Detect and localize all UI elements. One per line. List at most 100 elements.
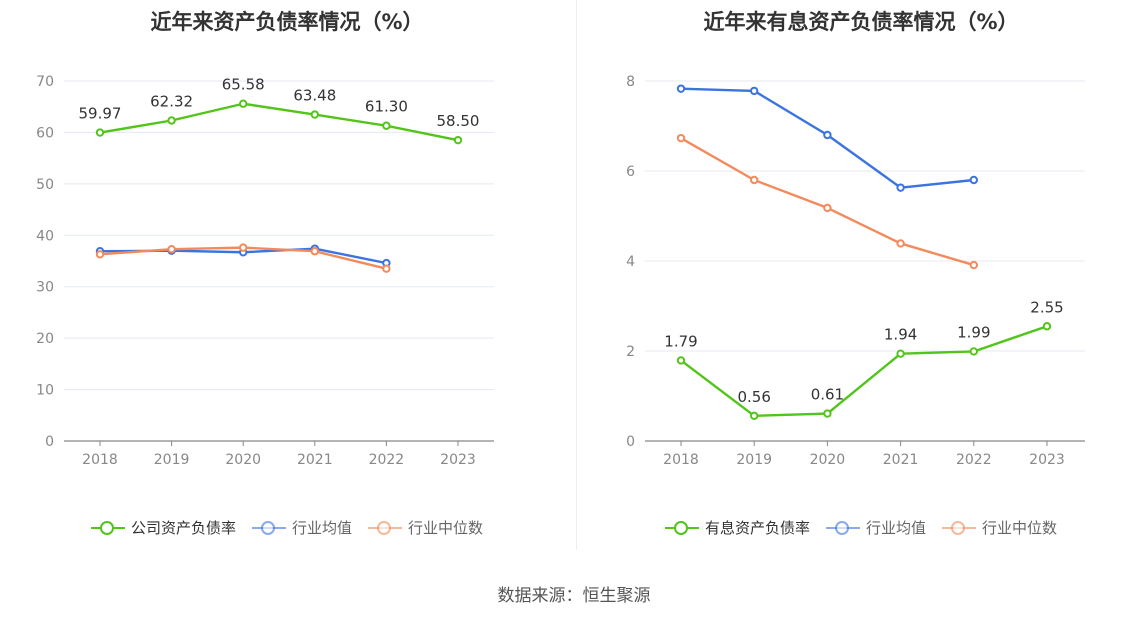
- data-point: [676, 133, 686, 143]
- data-point: [167, 116, 176, 125]
- data-label: 63.48: [293, 87, 336, 105]
- data-label: 58.50: [437, 112, 480, 130]
- data-point: [95, 250, 105, 259]
- x-tick-label: 2023: [440, 452, 476, 468]
- series-line: [99, 102, 459, 142]
- line-chart-interest-bearing-liability: 0 2 4 6 8 2018 2019 2020 2021 2022 2023 1.79 0.56 0.6…: [626, 74, 1085, 468]
- x-tick-label: 2018: [82, 452, 118, 468]
- y-tick-label: 0: [626, 434, 635, 450]
- data-label: 0.56: [737, 388, 770, 406]
- panel-divider: [576, 0, 577, 550]
- legend-circle: [377, 520, 391, 535]
- y-tick-label: 10: [36, 383, 54, 399]
- data-label: 62.32: [150, 92, 193, 110]
- legend-item[interactable]: 行业中位数: [942, 517, 1057, 538]
- legend-marker-icon: [942, 520, 976, 535]
- data-point: [1042, 322, 1052, 331]
- data-point: [453, 135, 463, 145]
- legend-item[interactable]: 行业均值: [825, 517, 926, 538]
- data-label: 1.94: [884, 326, 917, 344]
- data-label: 61.30: [365, 98, 408, 116]
- legend-circle: [834, 520, 849, 535]
- line-chart-asset-liability: 0 10 20 30 40 50 60 70 2018 2019 2020 2021 2022 2023 5…: [36, 74, 494, 468]
- data-point: [823, 203, 832, 213]
- x-tick-label: 2019: [154, 452, 190, 468]
- y-tick-label: 2: [626, 344, 635, 360]
- legend-label: 公司资产负债率: [130, 519, 236, 537]
- y-tick-label: 40: [36, 228, 54, 244]
- chart-title: 近年来资产负债率情况（%）: [150, 10, 424, 34]
- legend-label: 行业均值: [291, 519, 352, 537]
- data-point: [969, 175, 978, 185]
- data-point: [896, 349, 905, 358]
- legend-label: 行业均值: [865, 519, 926, 537]
- legend-item[interactable]: 有息资产负债率: [664, 517, 810, 538]
- y-tick-label: 8: [626, 74, 635, 90]
- chart-title: 近年来有息资产负债率情况（%）: [703, 10, 1019, 34]
- y-tick-label: 6: [626, 164, 635, 180]
- x-tick-label: 2021: [883, 452, 919, 468]
- legend-label: 行业中位数: [408, 519, 484, 537]
- legend-circle: [99, 520, 114, 535]
- data-label: 1.79: [664, 332, 697, 350]
- y-tick-label: 50: [36, 177, 54, 193]
- data-label: 1.99: [957, 323, 990, 341]
- legend-marker-icon: [368, 520, 402, 535]
- data-label: 0.61: [811, 386, 844, 404]
- data-point: [896, 183, 905, 192]
- y-tick-label: 70: [36, 74, 54, 90]
- data-label: 65.58: [222, 76, 265, 94]
- data-point: [750, 175, 759, 185]
- legend-marker-icon: [90, 520, 125, 535]
- data-point: [823, 130, 832, 140]
- x-tick-label: 2021: [297, 452, 333, 468]
- right-chart-panel: 近年来有息资产负债率情况（%） 0 2 4 6 8 2018 2019 2020 2021 202…: [574, 0, 1148, 560]
- data-point: [239, 243, 248, 252]
- data-point: [969, 260, 978, 270]
- x-tick-label: 2020: [225, 452, 261, 468]
- data-point: [310, 247, 319, 256]
- legend-circle: [673, 520, 688, 535]
- y-tick-label: 4: [626, 254, 635, 270]
- data-point: [750, 86, 759, 96]
- legend-circle: [951, 520, 965, 535]
- legend-marker-icon: [825, 520, 860, 535]
- data-point: [676, 84, 686, 93]
- data-point: [382, 121, 391, 130]
- data-point: [896, 239, 905, 248]
- legend-marker-icon: [251, 520, 286, 535]
- legend-label: 行业中位数: [982, 519, 1058, 537]
- legend-item[interactable]: 行业中位数: [368, 517, 483, 538]
- legend-item[interactable]: 行业均值: [251, 517, 352, 538]
- data-point: [750, 411, 759, 420]
- x-tick-label: 2022: [369, 452, 405, 468]
- data-label: 59.97: [79, 105, 122, 123]
- series-line: [680, 325, 1048, 417]
- data-point: [382, 264, 391, 273]
- data-point: [676, 356, 686, 365]
- y-tick-label: 20: [36, 331, 54, 347]
- y-tick-label: 0: [45, 434, 54, 450]
- chart-legend: 公司资产负债率 行业均值 行业中位数: [0, 517, 574, 538]
- legend-label: 有息资产负债率: [704, 519, 810, 537]
- data-point: [310, 110, 319, 119]
- series-line: [680, 137, 975, 267]
- x-tick-label: 2019: [736, 452, 772, 468]
- x-tick-label: 2020: [810, 452, 846, 468]
- x-tick-label: 2018: [663, 452, 699, 468]
- data-point: [969, 347, 978, 356]
- x-tick-label: 2023: [1029, 452, 1065, 468]
- data-point: [95, 128, 105, 137]
- legend-marker-icon: [664, 520, 699, 535]
- legend-circle: [260, 520, 275, 535]
- data-source-note: 数据来源：恒生聚源: [497, 586, 651, 606]
- y-tick-label: 30: [36, 280, 54, 296]
- legend-item[interactable]: 公司资产负债率: [90, 517, 236, 538]
- x-tick-label: 2022: [956, 452, 992, 468]
- data-point: [167, 244, 176, 254]
- left-chart-panel: 近年来资产负债率情况（%） 0 10 20 30 40 50 60 70 2018 2019 202…: [0, 0, 574, 560]
- data-label: 2.55: [1030, 298, 1063, 316]
- chart-legend: 有息资产负债率 行业均值 行业中位数: [574, 517, 1148, 538]
- data-point: [239, 99, 248, 108]
- data-point: [823, 409, 832, 418]
